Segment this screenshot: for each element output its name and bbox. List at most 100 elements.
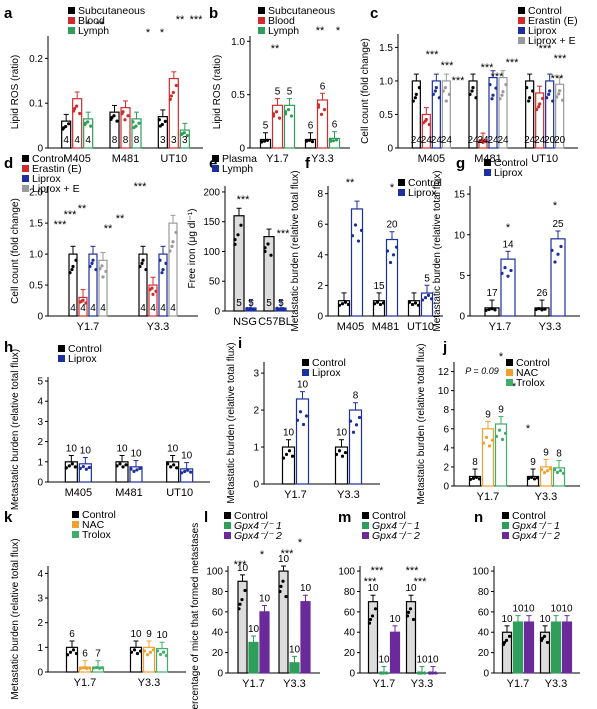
panel-m-data-point [390, 636, 395, 640]
panel-e-letter: e [209, 155, 217, 172]
panel-n-data-point [564, 633, 569, 637]
panel-c-data-point [555, 95, 559, 99]
panel-c-category-label: M405 [418, 153, 446, 165]
panel-k-data-point [84, 666, 89, 671]
panel-e-n-label: 5 [266, 298, 272, 309]
panel-e-data-point [245, 307, 249, 311]
panel-d-legend-swatch [22, 165, 29, 172]
panel-h-category-label: M481 [115, 487, 143, 499]
panel-f-ytick-label: 4 [317, 250, 323, 261]
panel-d-legend-swatch [22, 175, 29, 182]
panel-k-bar [65, 646, 79, 673]
panel-g-ytick-label: 0 [459, 312, 465, 323]
panel-i-data-point [334, 452, 339, 457]
panel-b-data-point [316, 105, 321, 109]
panel-e-ylabel: Free iron (μg dl⁻¹) [187, 209, 198, 289]
panel-m-legend-label: Gpx4⁻/⁻ 1 [372, 520, 420, 532]
panel-i-letter: i [238, 335, 242, 352]
panel-d-n-label: 4 [150, 303, 156, 314]
panel-h-data-point [81, 464, 85, 469]
panel-f-data-point [388, 260, 393, 265]
panel-c-data-point [541, 96, 545, 101]
panel-a-ylabel: Lipid ROS (ratio) [10, 55, 21, 129]
panel-h-data-point [135, 468, 139, 472]
panel-a-data-point [169, 94, 173, 98]
panel-k-data-point [78, 666, 83, 670]
panel-i-category-label: Y3.3 [337, 489, 360, 501]
panel-a-legend-label: Lymph [78, 25, 109, 37]
panel-f-data-point [353, 223, 358, 227]
panel-c-data-point [431, 92, 435, 96]
panel-a-data-point [72, 109, 76, 113]
panel-j-ytick-label: 6 [443, 424, 449, 435]
panel-a-n-label: 3 [160, 135, 166, 146]
panel-g-data-point [550, 248, 554, 252]
panel-a-legend-swatch [68, 27, 75, 34]
panel-j-data-point [529, 475, 534, 480]
panel-k-data-point [74, 651, 79, 656]
panel-n-ytick-label: 0 [483, 669, 489, 680]
panel-m-legend-swatch [362, 512, 369, 519]
panel-n-data-point [550, 628, 555, 632]
panel-i-ytick-label: 2 [253, 406, 259, 417]
panel-j-letter: j [442, 339, 447, 356]
panel-b-data-point [304, 139, 309, 143]
panel-m-data-point [370, 614, 375, 618]
panel-h-category-label: M405 [65, 487, 93, 499]
panel-k-n-label: 6 [69, 629, 75, 640]
panel-k-n-label: 7 [95, 649, 101, 660]
panel-f-bar [420, 292, 434, 317]
panel-d-data-point [158, 258, 162, 262]
panel-a-n-label: 3 [182, 135, 188, 146]
panel-f-ylabel: Metastatic burden (relative total flux) [290, 170, 301, 331]
panel-g-ytick-label: 10 [454, 230, 466, 241]
panel-n-letter: n [474, 509, 483, 526]
panel-h-data-point [67, 464, 71, 468]
panel-e-significance: *** [277, 228, 291, 240]
panel-n-ytick-label: 80 [478, 587, 490, 598]
panel-i-data-point [337, 449, 342, 453]
panel-j-ytick-label: 2 [443, 462, 449, 473]
panel-b-n-label: 6 [308, 121, 314, 132]
panel-l-data-point [254, 650, 258, 654]
panel-e-legend-swatch [212, 165, 219, 172]
panel-e-ytick-label: 200 [203, 187, 220, 198]
panel-b-n-label: 6 [320, 81, 326, 92]
panel-e-ytick-label: 100 [203, 247, 220, 258]
panel-h-ytick-label: 2 [37, 437, 43, 448]
panel-a-ytick-label: 0 [37, 144, 43, 155]
panel-j-n-label: 8 [556, 448, 562, 459]
panel-e-category-label: C57BL [258, 316, 292, 328]
panel-c-data-point [528, 96, 532, 100]
panel-g-ylabel: Metastatic burden (relative total flux) [432, 170, 443, 331]
panel-c-n-label: 24 [421, 135, 433, 146]
panel-k-data-point [138, 649, 143, 653]
panel-c-data-point [488, 83, 492, 87]
panel-k-data-point [71, 648, 76, 652]
panel-c-legend-swatch [518, 37, 525, 44]
panel-m-ytick-label: 60 [344, 607, 356, 618]
panel-h-n-label: 10 [181, 451, 193, 462]
panel-n-data-point [512, 633, 517, 637]
panel-d-data-point [84, 301, 88, 305]
panel-c-legend-swatch [518, 17, 525, 24]
panel-n-n-label: 10 [501, 614, 513, 625]
panel-h-n-label: 10 [130, 449, 142, 460]
panel-k-data-point [161, 650, 166, 654]
panel-l-legend-label: Gpx4⁻/⁻ 2 [234, 530, 282, 542]
panel-e-bar [233, 215, 245, 312]
panel-c-data-point [474, 96, 478, 100]
panel-f-legend-swatch [398, 179, 405, 186]
panel-j-n-label: 9 [530, 457, 536, 468]
panel-j-significance: P = 0.09 [465, 366, 498, 376]
panel-c-n-label: 24 [411, 135, 423, 146]
panel-d-data-point [141, 258, 145, 262]
panel-c-data-point [538, 102, 542, 106]
panel-l-data-point [265, 625, 269, 629]
panel-j-legend-label: NAC [516, 367, 539, 379]
panel-g-ytick-label: 15 [454, 190, 466, 201]
panel-j-significance: * [526, 423, 531, 435]
panel-k-n-label: 9 [146, 629, 152, 640]
panel-k-letter: k [4, 509, 13, 526]
panel-f-data-point [381, 301, 386, 305]
